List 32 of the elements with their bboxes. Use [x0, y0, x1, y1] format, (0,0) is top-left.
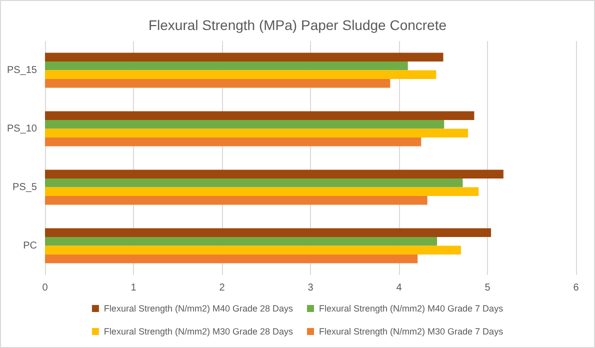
bar [45, 178, 463, 188]
bar [45, 70, 436, 80]
bar [45, 128, 468, 138]
legend-label: Flexural Strength (N/mm2) M30 Grade 28 Days [104, 326, 294, 336]
x-tick-label: 5 [484, 282, 491, 294]
bar [45, 196, 428, 205]
x-tick-label: 6 [573, 282, 580, 294]
bar [45, 254, 418, 264]
bar [45, 228, 492, 237]
x-tick-label: 1 [130, 282, 137, 294]
x-tick-label: 4 [396, 282, 402, 294]
y-tick-label: PC [23, 240, 37, 252]
bar [45, 246, 461, 255]
bar [45, 52, 444, 62]
bar [45, 170, 504, 178]
bar [45, 187, 479, 196]
bar [45, 61, 408, 70]
chart-title: Flexural Strength (MPa) Paper Sludge Concrete [148, 17, 447, 33]
bar [45, 138, 422, 146]
x-tick-label: 2 [219, 282, 226, 294]
bar [45, 111, 474, 120]
bar [45, 236, 438, 246]
y-tick-label: PS_5 [12, 182, 38, 193]
y-tick-label: PS_15 [6, 64, 38, 76]
x-tick-label: 0 [42, 282, 48, 294]
legend-label: Flexural Strength (N/mm2) M30 Grade 7 Days [319, 326, 504, 336]
x-tick-label: 3 [308, 282, 314, 294]
bar [45, 120, 444, 129]
y-tick-label: PS_10 [6, 123, 38, 134]
legend-label: Flexural Strength (N/mm2) M40 Grade 7 Days [319, 304, 504, 314]
bar [45, 79, 390, 88]
legend-label: Flexural Strength (N/mm2) M40 Grade 28 Days [104, 304, 294, 314]
